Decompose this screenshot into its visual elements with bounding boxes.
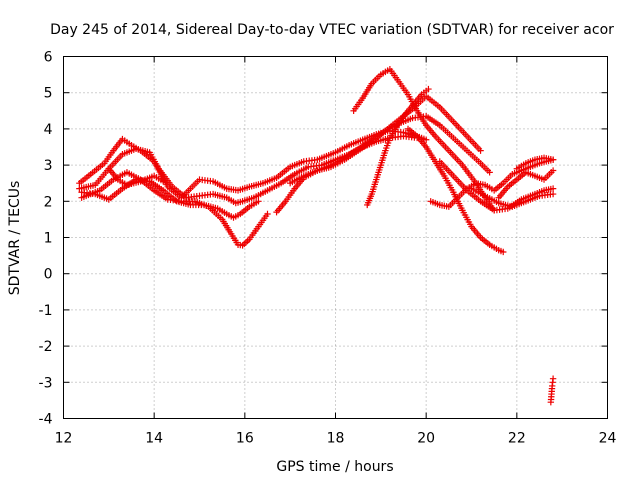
series-trace-9 <box>364 85 432 209</box>
data-point <box>549 375 557 382</box>
y-tick-label: 5 <box>44 86 53 102</box>
y-axis-label: SDTVAR / TECUs <box>7 181 23 296</box>
series-trace-10 <box>404 125 507 256</box>
x-tick-label: 20 <box>417 431 435 447</box>
plot-frame <box>63 56 608 419</box>
data-point <box>425 85 432 93</box>
x-tick-label: 18 <box>327 431 345 447</box>
grid <box>63 56 608 419</box>
series-trace-15 <box>513 154 557 172</box>
y-tick-label: 3 <box>44 158 53 174</box>
data-point <box>549 185 557 192</box>
data-point <box>255 198 262 205</box>
x-tick-label: 24 <box>599 431 617 447</box>
data-point <box>264 210 271 218</box>
data-point <box>549 190 557 198</box>
data-point <box>500 248 507 256</box>
data-point <box>477 147 484 154</box>
y-tick-label: 0 <box>44 267 53 283</box>
series-trace-16 <box>547 375 557 406</box>
x-tick-label: 16 <box>236 431 254 447</box>
chart-title: Day 245 of 2014, Sidereal Day-to-day VTE… <box>50 22 614 38</box>
series-trace-5 <box>105 165 167 189</box>
y-tick-label: -4 <box>39 412 53 428</box>
series-trace-14 <box>495 167 557 201</box>
y-tick-label: 6 <box>44 50 53 66</box>
data-point <box>422 136 430 143</box>
y-tick-label: -3 <box>39 375 53 391</box>
data-point <box>549 156 557 163</box>
data-point <box>549 167 557 174</box>
y-tick-label: 4 <box>44 122 53 138</box>
x-tick-label: 12 <box>55 431 73 447</box>
x-tick-label: 22 <box>508 431 526 447</box>
y-tick-label: -1 <box>39 303 53 319</box>
series-trace-4 <box>78 169 271 249</box>
data-point <box>486 169 493 176</box>
y-tick-label: -2 <box>39 339 53 355</box>
y-tick-label: 1 <box>44 231 53 247</box>
x-tick-label: 14 <box>145 431 163 447</box>
y-tick-label: 2 <box>44 194 53 210</box>
series-trace-12 <box>436 158 557 214</box>
series-trace-11 <box>427 156 557 210</box>
series-trace-13 <box>468 185 557 210</box>
data-points <box>76 65 557 406</box>
x-axis-label: GPS time / hours <box>276 459 393 475</box>
data-point <box>160 178 167 185</box>
